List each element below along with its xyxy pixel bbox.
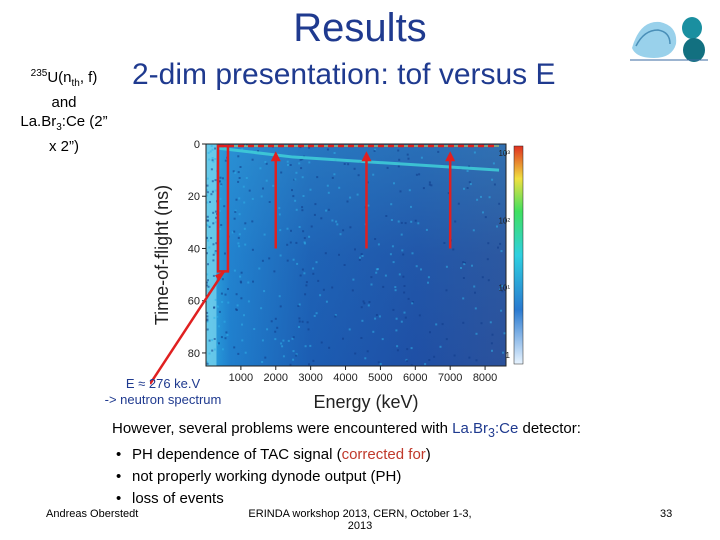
source-line: 235U(nth, f) — [4, 64, 124, 93]
x-tick-label: 5000 — [368, 372, 392, 384]
energy-annotation: E ≈ 276 ke.V -> neutron spectrum — [88, 376, 238, 408]
colorbar-label: 10³ — [498, 149, 510, 158]
problems-list: • PH dependence of TAC signal (corrected … — [112, 444, 692, 510]
colorbar-label: 1 — [506, 351, 511, 360]
footer-author: Andreas Oberstedt — [46, 508, 139, 520]
x-tick-label: 1000 — [229, 372, 253, 384]
y-tick-label: 40 — [188, 243, 200, 255]
x-tick-label: 2000 — [264, 372, 288, 384]
heatmap-texture — [206, 144, 506, 366]
detector-logo-icon — [626, 8, 712, 66]
y-tick-label: 60 — [188, 296, 200, 308]
colorbar-label: 10² — [498, 216, 510, 225]
y-tick-label: 20 — [188, 191, 200, 203]
y-axis-label: Time-of-flight (ns) — [152, 185, 172, 325]
heatmap-shading — [206, 144, 506, 366]
detector-sub: 3 — [56, 122, 62, 133]
list-item: • PH dependence of TAC signal (corrected … — [114, 444, 692, 466]
and-line: and — [51, 94, 77, 111]
detector-part4: :Ce (2” — [61, 113, 108, 130]
y-tick-label: 0 — [194, 139, 200, 151]
list-item: • not properly working dynode output (PH) — [114, 466, 692, 488]
annotation-arrow — [150, 270, 226, 385]
detector-line: La.Br3:Ce (2” — [4, 112, 124, 137]
bullet-icon: • — [116, 468, 122, 485]
bullet-icon: • — [116, 490, 122, 507]
source-part1: U(n — [47, 69, 72, 86]
slide-title: Results — [293, 6, 427, 50]
x-tick-label: 7000 — [438, 372, 462, 384]
arrow-head-icon — [270, 151, 281, 162]
detector-size-line: x 2”) — [49, 138, 79, 155]
x-axis-label: Energy (keV) — [313, 392, 418, 412]
highlight-corrected: corrected for — [341, 446, 426, 463]
intro-part4: detector: — [518, 420, 581, 437]
y-tick-label: 80 — [188, 348, 200, 360]
footer-event: ERINDA workshop 2013, CERN, October 1-3,… — [248, 508, 472, 532]
source-detector-label: 235U(nth, f) and La.Br3:Ce (2” x 2”) — [4, 64, 124, 156]
annotation-arrow-head-icon — [215, 271, 224, 282]
source-part2: , f) — [79, 69, 98, 86]
mass-number: 235 — [30, 68, 48, 79]
problems-intro: However, several problems were encounter… — [112, 418, 692, 444]
tof-energy-plot: 0 20 40 60 80 1000 2000 3000 4000 5000 6000 7000 800… — [150, 139, 524, 412]
page-number: 33 — [660, 508, 673, 520]
low-energy-band — [206, 144, 217, 366]
x-tick-label: 4000 — [333, 372, 357, 384]
arrow-head-icon — [445, 151, 456, 162]
colorbar-label: 10¹ — [498, 284, 510, 293]
annotation-spectrum: -> neutron spectrum — [104, 392, 222, 407]
detector-part3: La.Br — [20, 113, 57, 130]
intro-detector: La.Br3:Ce — [452, 420, 519, 440]
gamma-flash-line — [216, 146, 500, 172]
slide-subtitle: 2-dim presentation: tof versus E — [132, 58, 556, 91]
x-tick-label: 8000 — [473, 372, 497, 384]
source-sub: th — [71, 78, 80, 89]
colorbar — [513, 145, 524, 365]
x-tick-label: 6000 — [403, 372, 427, 384]
arrow-head-icon — [361, 151, 372, 162]
list-item: • loss of events — [114, 488, 692, 510]
annotation-energy: E ≈ 276 ke.V — [125, 376, 201, 391]
problems-text: However, several problems were encounter… — [112, 418, 692, 510]
intro-part1: However, several problems were encounter… — [112, 420, 453, 437]
x-tick-label: 3000 — [298, 372, 322, 384]
plot-frame — [205, 143, 507, 367]
bullet-icon: • — [116, 446, 122, 463]
